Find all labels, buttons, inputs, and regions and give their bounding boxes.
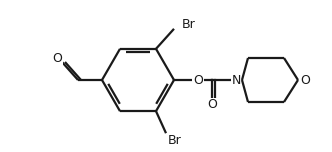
Text: O: O (300, 74, 310, 86)
Text: Br: Br (182, 18, 196, 31)
Text: Br: Br (168, 134, 182, 147)
Text: O: O (52, 52, 62, 66)
Text: N: N (231, 74, 241, 86)
Text: O: O (207, 98, 217, 112)
Text: O: O (193, 74, 203, 86)
